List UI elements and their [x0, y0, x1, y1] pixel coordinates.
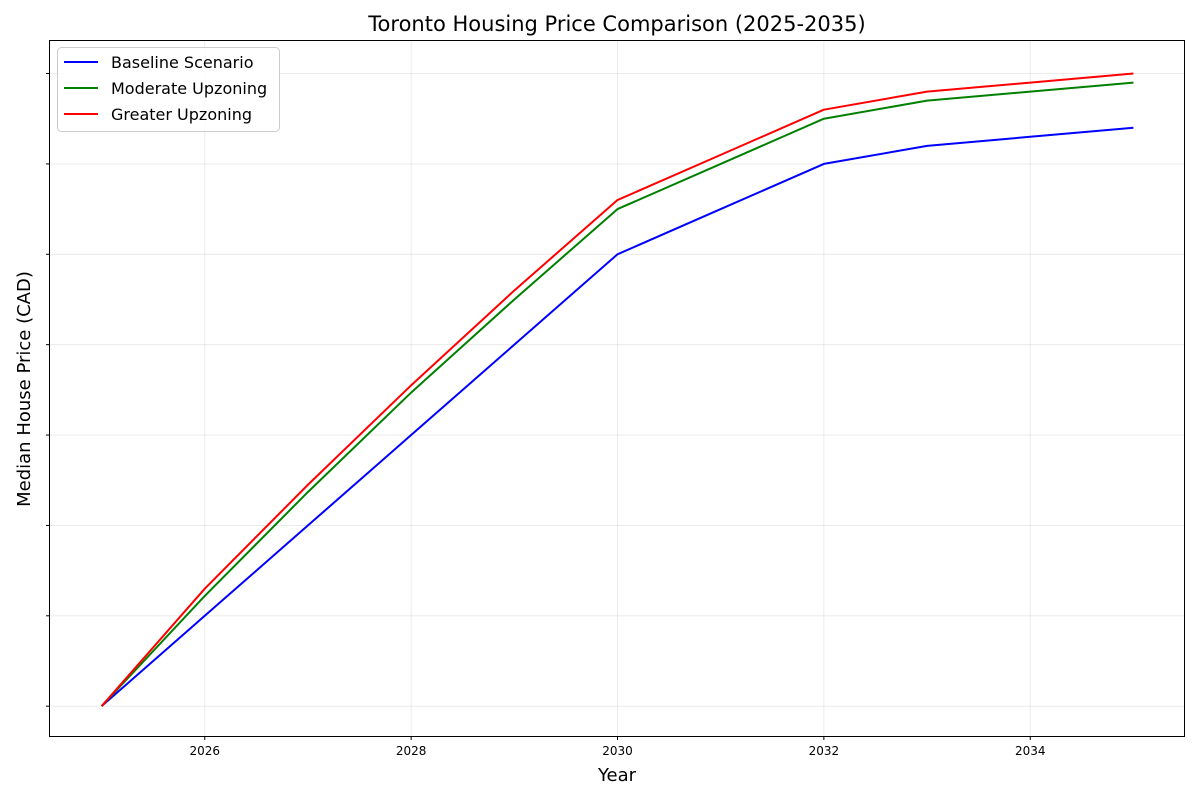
legend: Baseline Scenario Moderate Upzoning Greate…	[57, 47, 280, 132]
x-tick-label: 2034	[1015, 744, 1046, 758]
axis-ticks: 2026 2028 2030 2032 2034	[46, 73, 1046, 758]
y-axis-label: Median House Price (CAD)	[14, 271, 35, 507]
legend-box	[57, 47, 280, 132]
series-line-baseline-scenario	[100, 126, 1134, 707]
legend-label-greater-upzoning: Greater Upzoning	[111, 105, 252, 124]
legend-label-moderate-upzoning: Moderate Upzoning	[111, 79, 267, 98]
x-tick-label: 2028	[396, 744, 427, 758]
x-tick-label: 2026	[189, 744, 220, 758]
series-line-greater-upzoning	[100, 72, 1134, 707]
legend-label-baseline-scenario: Baseline Scenario	[111, 53, 253, 72]
grid	[50, 41, 1185, 736]
chart-title: Toronto Housing Price Comparison (2025-2…	[367, 12, 865, 36]
x-tick-label: 2030	[602, 744, 633, 758]
x-axis-label: Year	[597, 765, 637, 786]
x-tick-label: 2032	[809, 744, 840, 758]
series-lines	[100, 72, 1134, 707]
plot-frame	[49, 40, 1185, 737]
series-line-moderate-upzoning	[100, 81, 1134, 707]
